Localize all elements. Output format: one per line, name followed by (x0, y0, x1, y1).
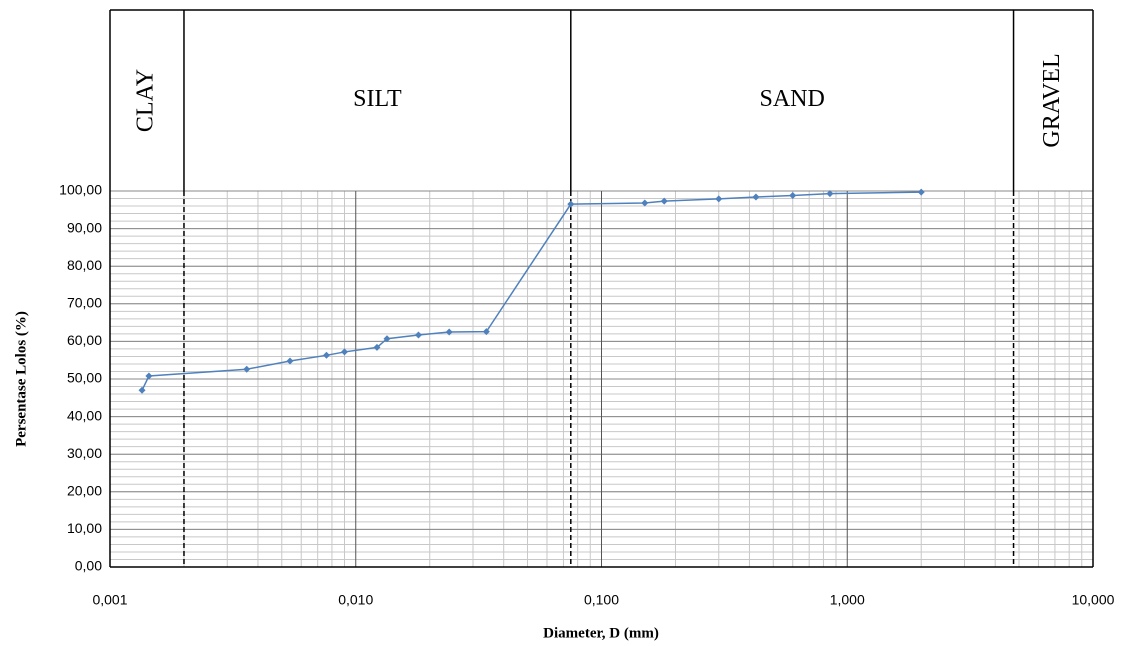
data-point (415, 332, 422, 339)
data-point (752, 194, 759, 201)
y-tick-label: 10,00 (67, 520, 102, 536)
data-point (139, 387, 146, 394)
y-tick-label: 30,00 (67, 445, 102, 461)
x-axis-label: Diameter, D (mm) (543, 625, 659, 641)
data-point (641, 200, 648, 207)
data-point (341, 348, 348, 355)
data-point (145, 372, 152, 379)
data-point (715, 195, 722, 202)
y-tick-label: 20,00 (67, 483, 102, 499)
x-tick-label: 10,000 (1072, 592, 1115, 608)
data-point (286, 357, 293, 364)
data-line (142, 192, 921, 390)
zone-label: CLAY (132, 69, 158, 132)
y-tick-label: 0,00 (75, 558, 102, 574)
data-point (323, 352, 330, 359)
chart: Diameter, D (mm) Persentase Lolos (%) 0,… (0, 0, 1132, 646)
zone-label: GRAVEL (1039, 53, 1065, 147)
y-tick-label: 90,00 (67, 219, 102, 235)
x-tick-label: 0,001 (92, 592, 127, 608)
y-axis-label: Persentase Lolos (%) (13, 311, 29, 447)
data-point (446, 329, 453, 336)
x-tick-label: 0,100 (584, 592, 619, 608)
data-point (789, 192, 796, 199)
y-tick-label: 80,00 (67, 257, 102, 273)
x-tick-label: 1,000 (830, 592, 865, 608)
y-tick-label: 50,00 (67, 370, 102, 386)
y-tick-label: 60,00 (67, 332, 102, 348)
y-tick-label: 70,00 (67, 295, 102, 311)
data-point (918, 189, 925, 196)
y-tick-label: 100,00 (59, 182, 102, 198)
y-tick-label: 40,00 (67, 407, 102, 423)
x-tick-label: 0,010 (338, 592, 373, 608)
zone-label: SAND (760, 86, 825, 112)
zone-label: SILT (353, 86, 402, 112)
